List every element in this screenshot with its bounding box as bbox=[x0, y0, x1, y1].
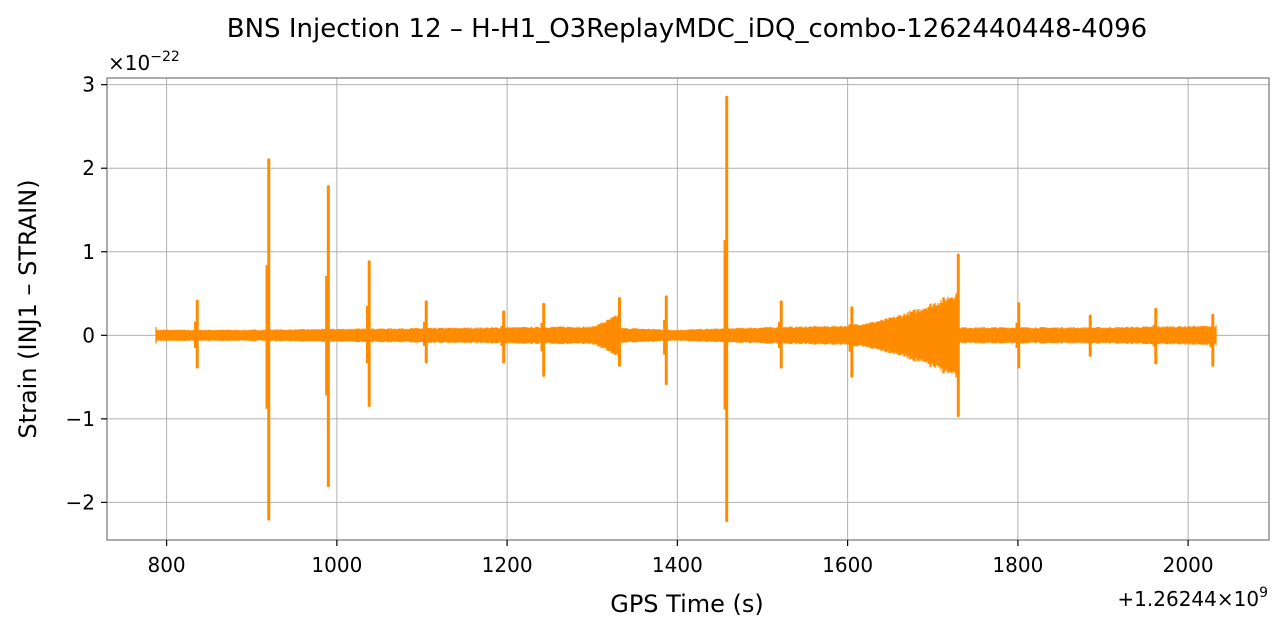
y-tick-label: 0 bbox=[82, 323, 95, 347]
x-tick-label: 1200 bbox=[482, 553, 533, 577]
x-tick-label: 1800 bbox=[992, 553, 1043, 577]
y-ticks: −2 −1 0 1 2 3 bbox=[66, 73, 107, 514]
x-tick-label: 800 bbox=[147, 553, 185, 577]
x-tick-label: 2000 bbox=[1163, 553, 1214, 577]
x-tick-label: 1600 bbox=[822, 553, 873, 577]
y-tick-label: 3 bbox=[82, 73, 95, 97]
x-ticks: 800 1000 1200 1400 1600 1800 2000 bbox=[147, 540, 1214, 577]
y-tick-label: 2 bbox=[82, 156, 95, 180]
y-axis-label: Strain (INJ1 – STRAIN) bbox=[14, 179, 42, 438]
y-scale-label: ×10−22 bbox=[108, 49, 180, 75]
plot-frame bbox=[106, 77, 1270, 541]
y-tick-label: 1 bbox=[82, 240, 95, 264]
grid-layer bbox=[107, 78, 1269, 540]
x-offset-label: +1.26244×109 bbox=[1117, 585, 1268, 611]
y-tick-label: −1 bbox=[66, 407, 95, 431]
x-axis-label: GPS Time (s) bbox=[610, 590, 764, 618]
x-tick-label: 1400 bbox=[652, 553, 703, 577]
chart-title: BNS Injection 12 – H-H1_O3ReplayMDC_iDQ_… bbox=[227, 14, 1147, 44]
x-tick-label: 1000 bbox=[311, 553, 362, 577]
y-tick-label: −2 bbox=[66, 490, 95, 514]
strain-trace bbox=[155, 292, 1217, 378]
series-layer bbox=[155, 95, 1217, 523]
